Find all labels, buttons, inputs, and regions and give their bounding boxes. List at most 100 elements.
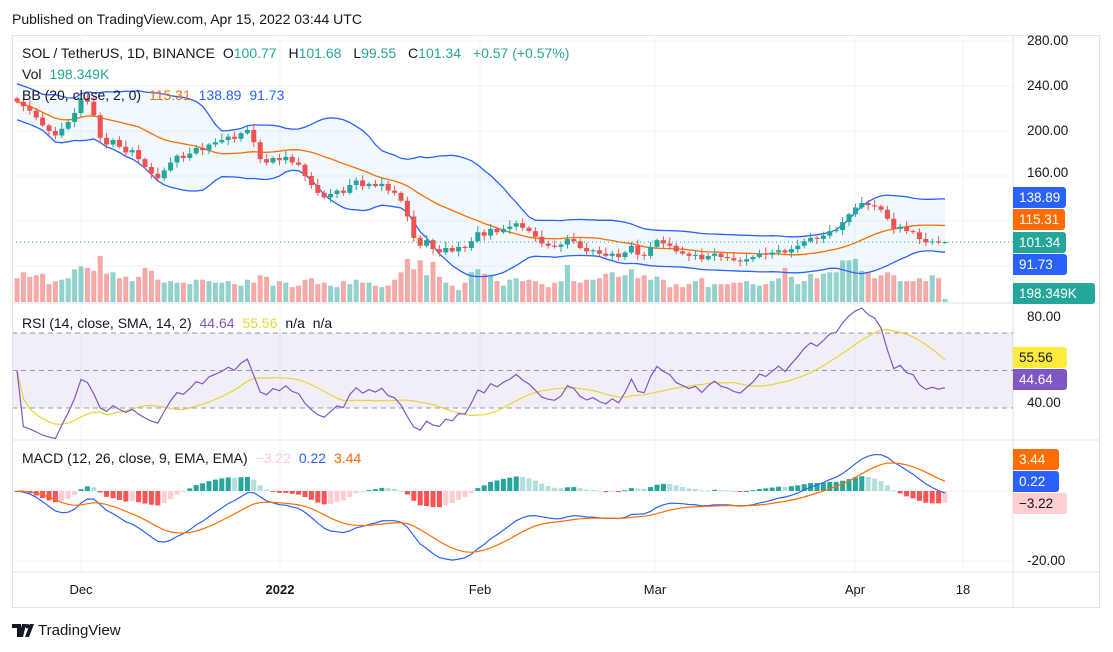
volume-label: Vol bbox=[22, 66, 42, 82]
rsi-legend[interactable]: RSI (14, close, SMA, 14, 2) 44.64 55.56 … bbox=[22, 315, 336, 331]
candle-body bbox=[91, 101, 97, 116]
macd-histogram-bar bbox=[552, 487, 558, 491]
volume-bar bbox=[929, 275, 935, 302]
time-tick: 2022 bbox=[265, 582, 295, 597]
candle-body bbox=[59, 128, 65, 136]
candle-body bbox=[891, 218, 897, 229]
candle-body bbox=[584, 248, 590, 252]
macd-histogram-bar bbox=[923, 491, 929, 503]
rsi-sma-line bbox=[16, 328, 946, 425]
macd-histogram-bar bbox=[699, 490, 705, 492]
symbol-label[interactable]: SOL / TetherUS, 1D, BINANCE bbox=[22, 45, 215, 61]
volume-bar bbox=[417, 260, 423, 302]
macd-value: 0.22 bbox=[298, 450, 327, 466]
macd-histogram-bar bbox=[801, 484, 807, 491]
price-tick: 200.00 bbox=[1027, 123, 1069, 138]
candle-body bbox=[897, 226, 903, 229]
volume-bar bbox=[833, 272, 839, 302]
time-tick: Dec bbox=[69, 582, 93, 597]
volume-bar bbox=[840, 260, 846, 302]
volume-bar bbox=[46, 284, 52, 302]
candle-body bbox=[244, 129, 250, 134]
macd-histogram-bar bbox=[942, 491, 948, 503]
candle-body bbox=[923, 239, 929, 243]
candle-body bbox=[385, 183, 391, 191]
volume-bar bbox=[97, 255, 103, 302]
macd-histogram-bar bbox=[744, 490, 750, 492]
macd-histogram-bar bbox=[814, 482, 820, 491]
candle-body bbox=[283, 156, 289, 161]
volume-bar bbox=[494, 281, 500, 302]
candle-body bbox=[174, 155, 180, 163]
macd-histogram-bar bbox=[148, 491, 154, 505]
macd-histogram-bar bbox=[78, 489, 84, 491]
volume-legend[interactable]: Vol 198.349K bbox=[22, 66, 113, 82]
volume-bar bbox=[289, 287, 295, 302]
macd-histogram-bar bbox=[475, 488, 481, 491]
candle-body bbox=[52, 131, 58, 136]
macd-histogram-bar bbox=[667, 484, 673, 491]
volume-bar bbox=[340, 281, 346, 302]
candle-body bbox=[628, 245, 634, 253]
bb-legend[interactable]: BB (20, close, 2, 0) 115.31 138.89 91.73 bbox=[22, 87, 288, 103]
candle-body bbox=[180, 155, 186, 158]
candle-body bbox=[673, 245, 679, 252]
macd-histogram-bar bbox=[526, 478, 532, 491]
macd-histogram-bar bbox=[820, 482, 826, 491]
bb-label: BB (20, close, 2, 0) bbox=[22, 87, 142, 103]
candle-body bbox=[302, 164, 308, 176]
macd-histogram-bar bbox=[782, 486, 788, 491]
candle-body bbox=[136, 150, 142, 160]
close-value: 101.34 bbox=[418, 45, 461, 61]
macd-histogram-bar bbox=[91, 487, 97, 491]
macd-histogram-bar bbox=[692, 489, 698, 491]
volume-bar bbox=[667, 287, 673, 302]
volume-bar bbox=[366, 282, 372, 302]
macd-histogram-bar bbox=[520, 476, 526, 491]
macd-hist-tag: −3.22 bbox=[1013, 493, 1068, 514]
macd-histogram-bar bbox=[225, 477, 231, 491]
macd-histogram-bar bbox=[392, 488, 398, 491]
time-tick: 18 bbox=[955, 582, 971, 597]
candle-body bbox=[686, 253, 692, 256]
rsi-na-1: n/a bbox=[285, 315, 305, 331]
volume-bar bbox=[897, 281, 903, 302]
candle-body bbox=[609, 253, 615, 256]
macd-histogram-bar bbox=[648, 487, 654, 491]
bb-lower-line bbox=[16, 119, 946, 278]
candle-body bbox=[558, 244, 564, 247]
macd-histogram-bar bbox=[481, 485, 487, 491]
candle-body bbox=[97, 115, 103, 138]
candle-body bbox=[168, 162, 174, 171]
price-tick: 240.00 bbox=[1027, 78, 1069, 93]
volume-bar bbox=[40, 273, 46, 302]
macd-histogram-bar bbox=[283, 491, 289, 493]
macd-histogram-bar bbox=[110, 491, 116, 499]
volume-bar bbox=[104, 273, 110, 302]
volume-bar bbox=[852, 258, 858, 302]
candle-body bbox=[916, 232, 922, 239]
rsi-value: 44.64 bbox=[199, 315, 235, 331]
volume-bar bbox=[353, 279, 359, 302]
macd-histogram-bar bbox=[884, 485, 890, 491]
candle-body bbox=[545, 243, 551, 246]
candle-body bbox=[360, 180, 366, 187]
macd-histogram-bar bbox=[590, 489, 596, 491]
volume-bar bbox=[212, 282, 218, 302]
macd-legend[interactable]: MACD (12, 26, close, 9, EMA, EMA) −3.22 … bbox=[22, 450, 365, 466]
macd-histogram-bar bbox=[155, 491, 161, 506]
candle-body bbox=[750, 257, 756, 260]
macd-histogram-bar bbox=[628, 488, 634, 491]
price-pane bbox=[13, 83, 1013, 302]
macd-histogram-bar bbox=[206, 481, 212, 491]
candle-body bbox=[206, 144, 212, 151]
candle-body bbox=[161, 170, 167, 179]
volume-bar bbox=[680, 287, 686, 302]
macd-histogram-bar bbox=[788, 486, 794, 491]
macd-histogram-bar bbox=[340, 491, 346, 501]
tradingview-logo[interactable]: TradingView bbox=[12, 622, 121, 639]
volume-bar bbox=[225, 281, 231, 302]
macd-histogram-bar bbox=[430, 491, 436, 508]
volume-bar bbox=[737, 282, 743, 302]
